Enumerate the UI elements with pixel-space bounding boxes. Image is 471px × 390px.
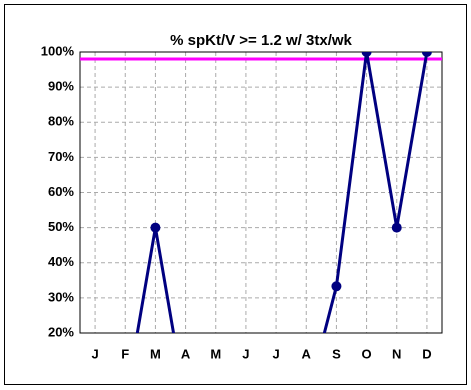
x-tick-label: A	[181, 346, 191, 361]
x-tick-label: M	[150, 346, 161, 361]
series-line	[135, 52, 429, 333]
x-tick-label: D	[422, 346, 431, 361]
y-tick-label: 40%	[48, 254, 74, 269]
plot-area	[80, 52, 442, 333]
x-tick-label: N	[392, 346, 401, 361]
y-tick-label: 100%	[41, 43, 75, 58]
x-tick-label: S	[332, 346, 341, 361]
x-tick-label: A	[302, 346, 312, 361]
data-point	[391, 222, 402, 233]
y-tick-label: 30%	[48, 289, 74, 304]
data-point	[361, 52, 372, 57]
chart-title: % spKt/V >= 1.2 w/ 3tx/wk	[170, 32, 352, 49]
x-tick-label: J	[91, 346, 98, 361]
y-tick-label: 20%	[48, 324, 74, 339]
data-point	[331, 281, 342, 292]
x-tick-label: O	[362, 346, 372, 361]
plot-content	[80, 52, 442, 333]
data-point	[150, 222, 161, 233]
plot-border	[79, 51, 443, 334]
data-point	[421, 52, 432, 57]
x-tick-label: F	[121, 346, 129, 361]
x-tick-label: M	[210, 346, 221, 361]
y-tick-label: 80%	[48, 114, 74, 129]
x-tick-label: J	[242, 346, 249, 361]
x-tick-label: J	[272, 346, 279, 361]
y-tick-label: 70%	[48, 149, 74, 164]
y-tick-label: 60%	[48, 184, 74, 199]
y-tick-label: 50%	[48, 219, 74, 234]
y-tick-label: 90%	[48, 79, 74, 94]
